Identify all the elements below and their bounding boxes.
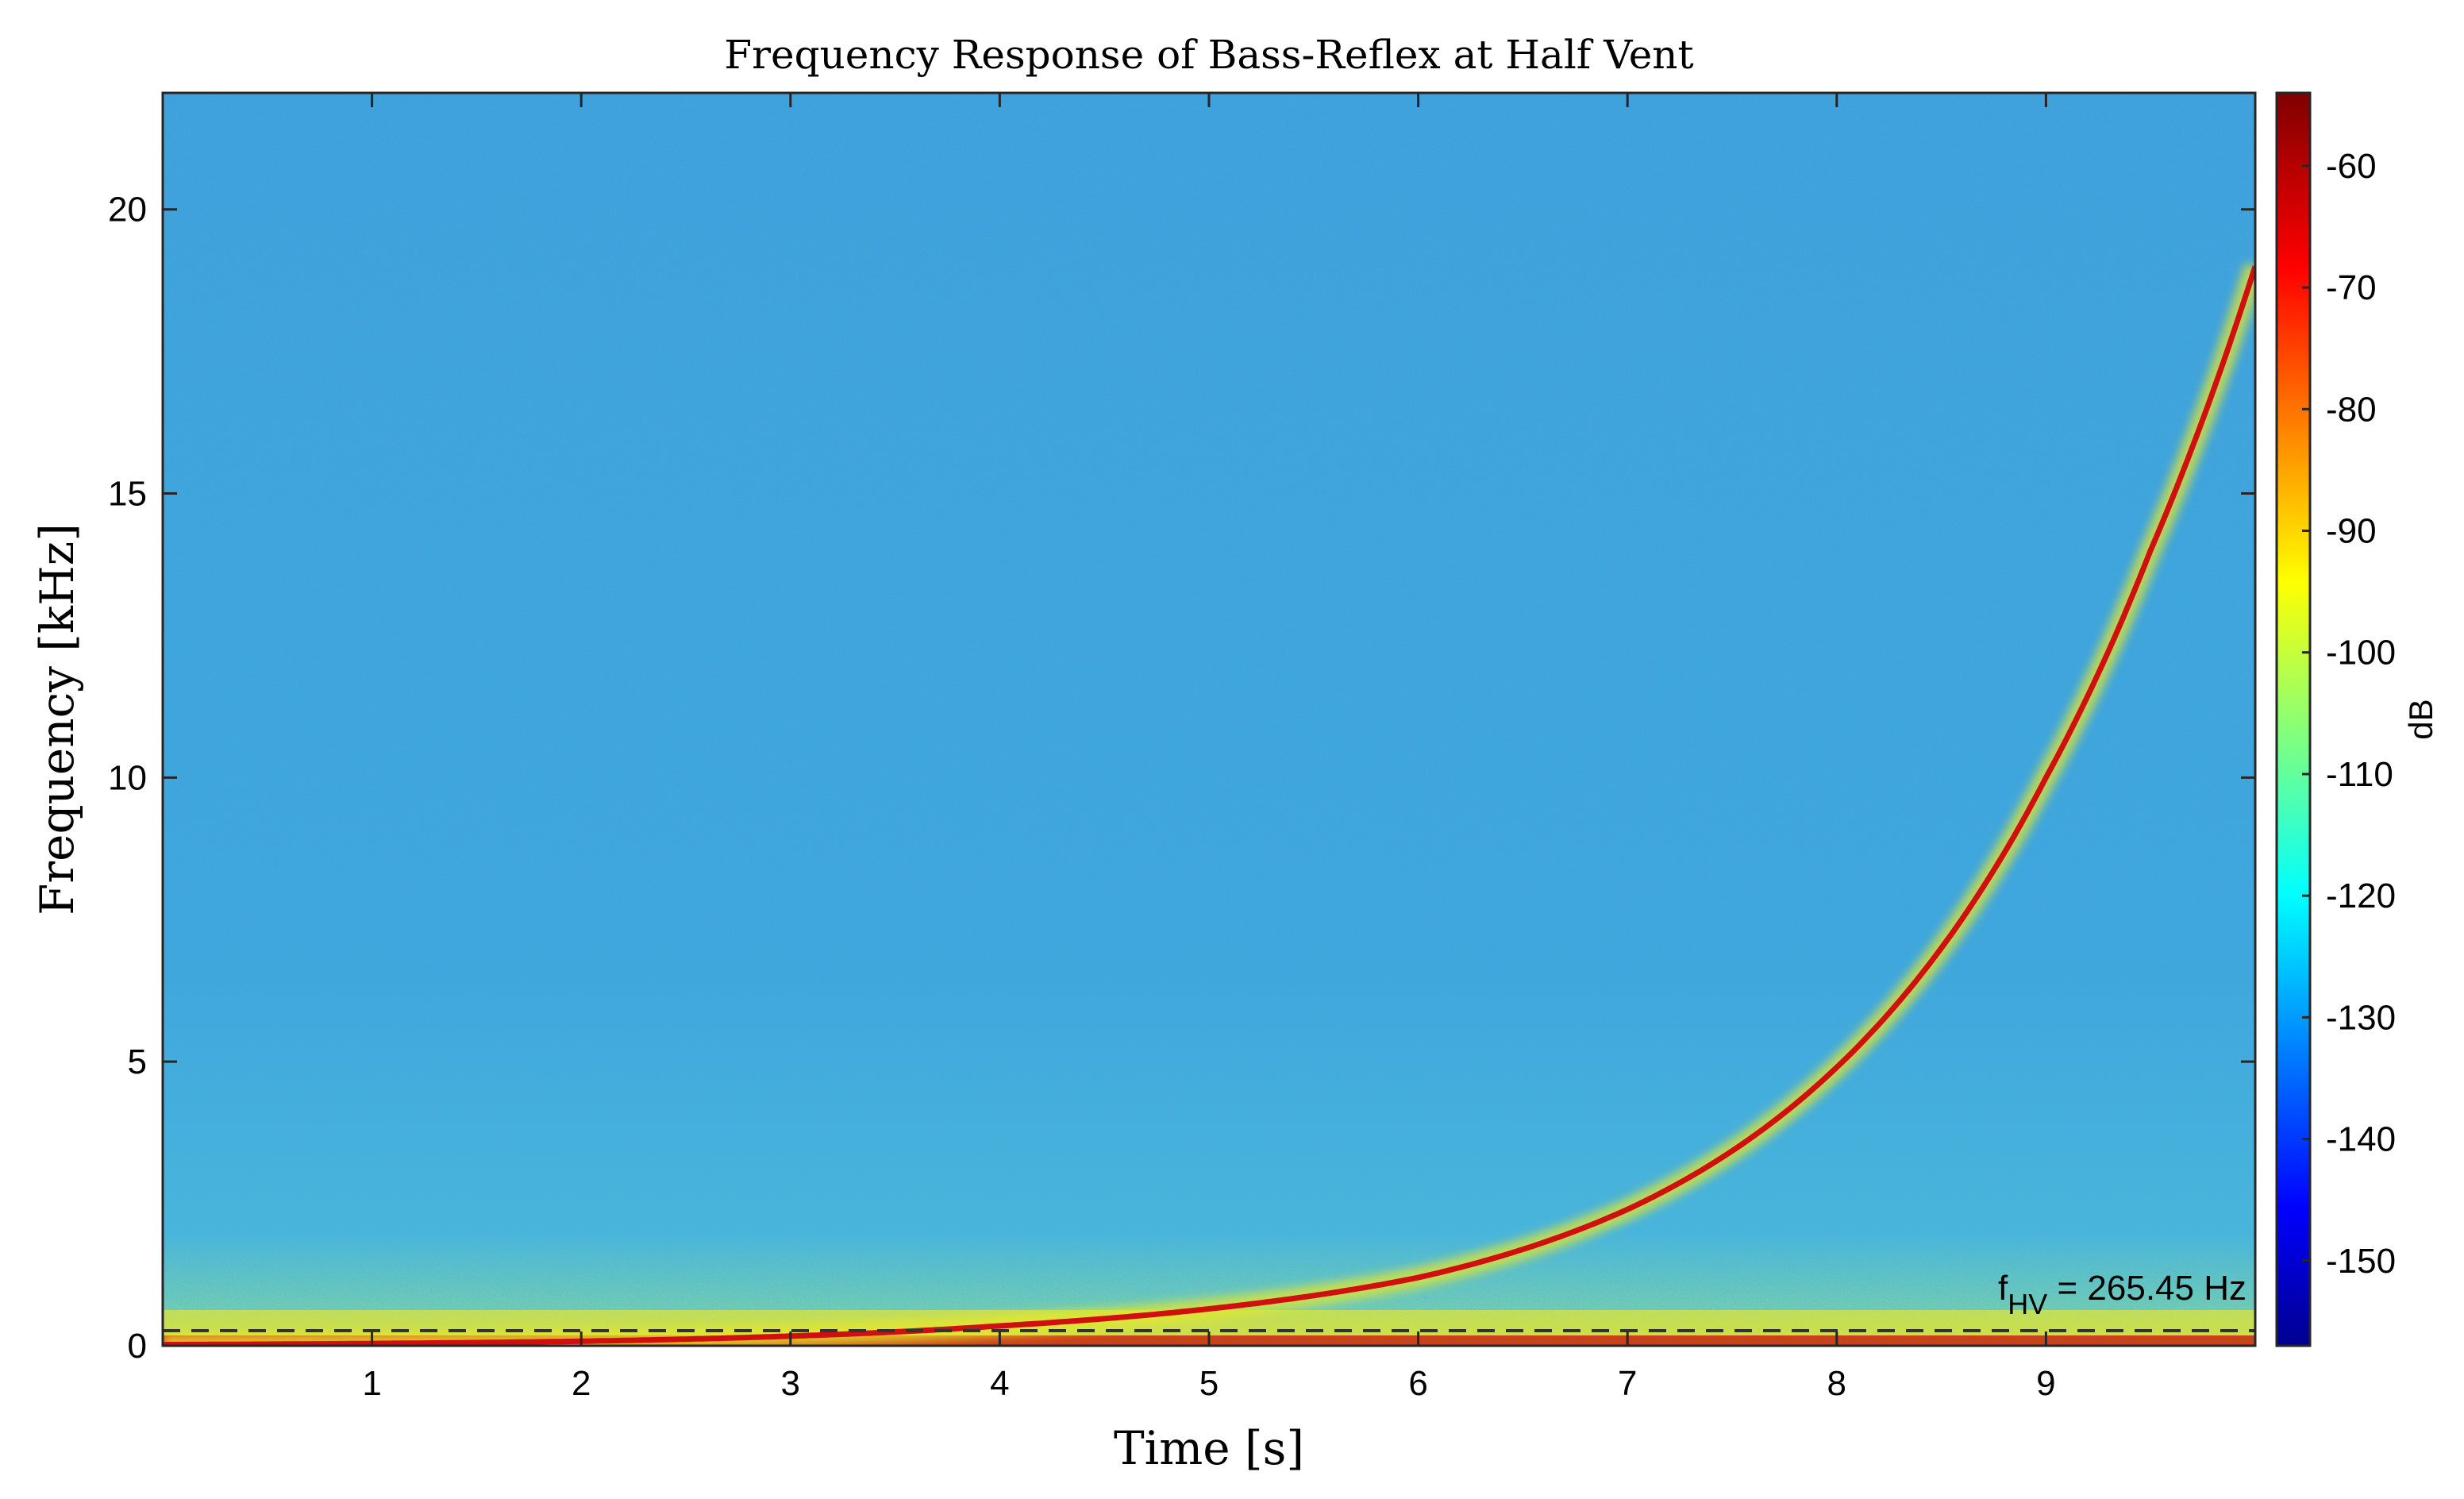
y-tick-label: 15 [108, 475, 147, 514]
colorbar-tick-label: -70 [2326, 268, 2377, 307]
colorbar-tick-label: -80 [2326, 390, 2377, 429]
x-axis-label: Time [s] [1114, 1421, 1304, 1475]
y-tick-label: 20 [108, 191, 147, 229]
colorbar-frame [2275, 91, 2312, 1347]
colorbar-ticks: -60 -70 -80 -90 -100 -110 -120 -130 -140 -150 [2302, 147, 2396, 1281]
half-vent-annotation: fHV = 265.45 Hz [1998, 1269, 2246, 1320]
x-tick-label: 4 [990, 1364, 1009, 1403]
y-tick-label: 0 [128, 1327, 147, 1366]
chart-title: Frequency Response of Bass-Reflex at Hal… [724, 32, 1693, 78]
colorbar-tick-label: -90 [2326, 512, 2377, 551]
x-tick-label: 2 [572, 1364, 591, 1403]
x-tick-label: 6 [1408, 1364, 1427, 1403]
y-tick-label: 10 [108, 758, 147, 797]
colorbar-tick-label: -120 [2326, 877, 2396, 915]
colorbar: -60 -70 -80 -90 -100 -110 -120 -130 -140 -150 dB [2275, 91, 2439, 1347]
plot-area [163, 93, 2255, 1346]
y-tick-label: 5 [128, 1042, 147, 1081]
colorbar-label: dB [2402, 699, 2439, 739]
colorbar-gradient [2277, 93, 2310, 1346]
x-tick-label: 9 [2036, 1364, 2055, 1403]
colorbar-tick-label: -60 [2326, 147, 2377, 186]
annotation-value: = 265.45 Hz [2047, 1269, 2246, 1308]
colorbar-tick-label: -100 [2326, 634, 2396, 672]
x-tick-label: 3 [781, 1364, 800, 1403]
x-tick-label: 8 [1827, 1364, 1846, 1403]
colorbar-tick-label: -150 [2326, 1242, 2396, 1281]
sweep-line [163, 265, 2255, 1346]
x-tick-label: 1 [362, 1364, 381, 1403]
x-axis-ticks: 1 2 3 4 5 6 7 8 9 [362, 93, 2056, 1403]
y-axis-ticks: 0 5 10 15 20 [108, 191, 2255, 1366]
annotation-f: f [1998, 1269, 2008, 1308]
colorbar-tick-label: -110 [2326, 755, 2393, 794]
x-tick-label: 7 [1618, 1364, 1637, 1403]
annotation-subscript: HV [2008, 1288, 2047, 1320]
y-axis-label: Frequency [kHz] [30, 523, 84, 915]
x-tick-label: 5 [1199, 1364, 1219, 1403]
colorbar-tick-label: -140 [2326, 1120, 2396, 1159]
colorbar-tick-label: -130 [2326, 998, 2396, 1037]
spectrogram-noise [163, 93, 2255, 1346]
